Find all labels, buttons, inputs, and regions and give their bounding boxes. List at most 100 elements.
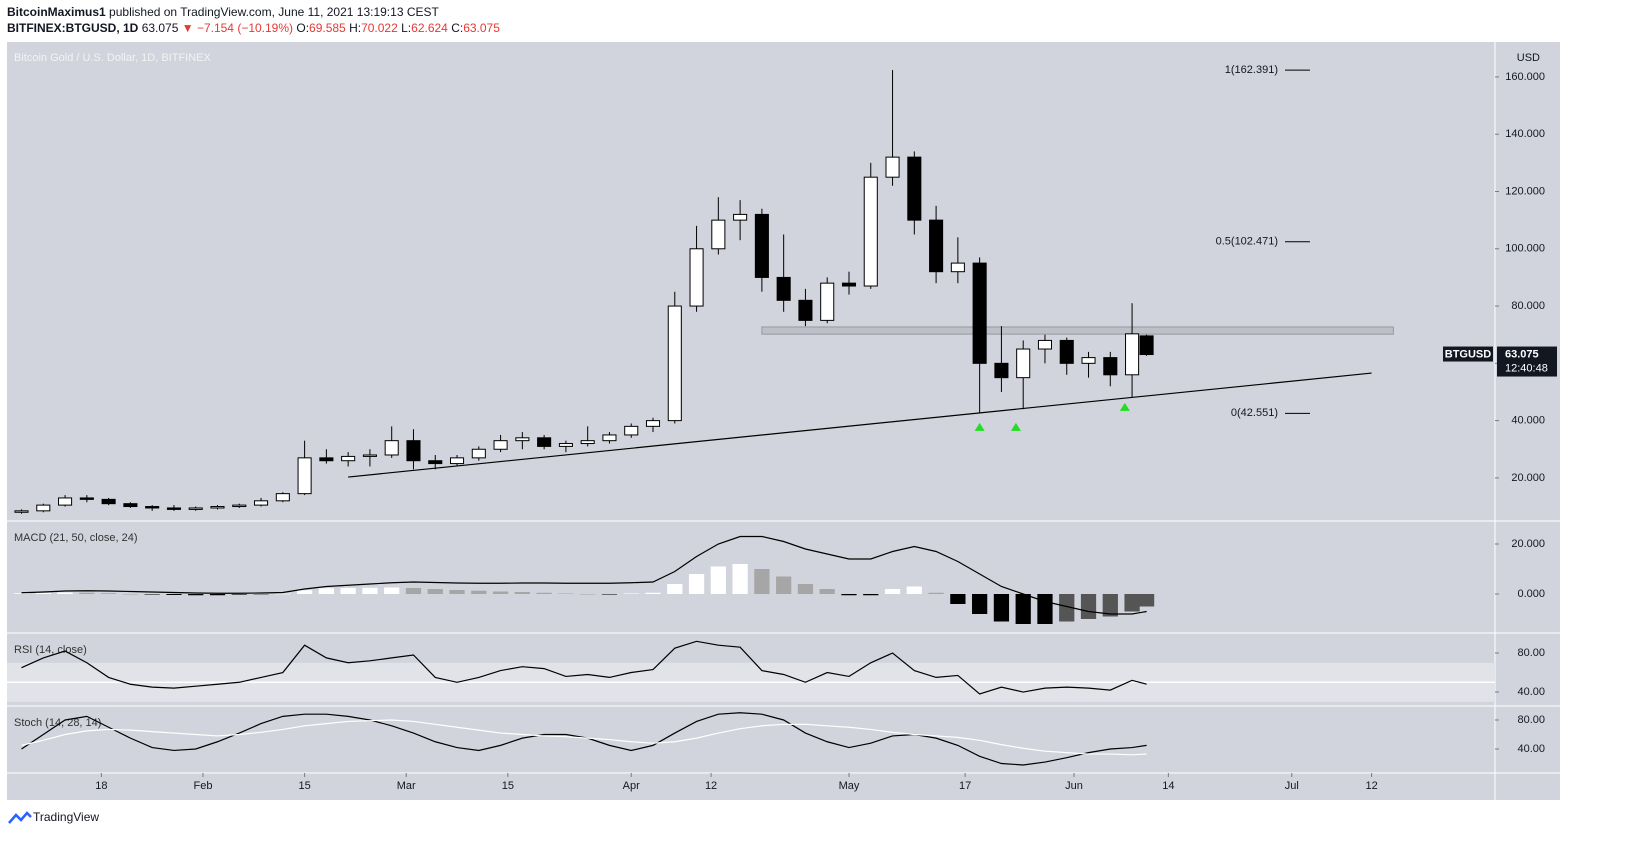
macd-histogram-bar xyxy=(580,594,596,595)
macd-histogram-bar xyxy=(972,594,988,614)
candle-body xyxy=(123,503,138,508)
y-tick-label: 120.000 xyxy=(1505,185,1545,197)
candle-body xyxy=(319,457,334,462)
candle-body xyxy=(885,156,900,178)
x-tick-label: Jun xyxy=(1065,780,1083,792)
ohlc-label: O: xyxy=(296,21,310,35)
macd-histogram-bar xyxy=(906,586,922,594)
countdown: 12:40:48 xyxy=(1505,362,1548,374)
macd-histogram-bar xyxy=(492,591,509,594)
candle-body xyxy=(58,497,73,506)
macd-histogram-bar xyxy=(928,592,944,594)
footer-brand: TradingView xyxy=(33,810,100,824)
last-price: 63.075 xyxy=(1505,348,1539,360)
candle-body xyxy=(1037,339,1053,350)
macd-histogram-bar xyxy=(188,594,204,596)
candle-body xyxy=(841,282,857,287)
macd-histogram-bar xyxy=(601,594,618,595)
macd-histogram-bar xyxy=(449,590,465,594)
macd-histogram-bar xyxy=(35,593,51,594)
y-tick-label: 0.000 xyxy=(1517,588,1545,600)
macd-histogram-bar xyxy=(13,593,30,594)
macd-histogram-bar xyxy=(144,594,160,595)
candle-body xyxy=(1125,333,1140,376)
candle-body xyxy=(754,213,769,278)
ohlc-label: C: xyxy=(451,21,464,35)
y-tick-label: 80.000 xyxy=(1511,300,1545,312)
ohlc-value: 69.585 xyxy=(309,21,346,35)
candle-body xyxy=(907,156,922,221)
fib-label: 0.5(102.471) xyxy=(1216,236,1278,248)
candle-body xyxy=(210,506,225,509)
indicator-title: Stoch (14, 28, 14) xyxy=(14,717,101,729)
macd-histogram-bar xyxy=(209,594,226,596)
candle-body xyxy=(232,504,247,508)
candle-body xyxy=(733,213,748,221)
macd-histogram-bar xyxy=(471,590,487,594)
macd-histogram-bar xyxy=(732,564,748,594)
x-tick-label: 14 xyxy=(1162,780,1174,792)
signal-arrow xyxy=(974,422,985,431)
candle-body xyxy=(449,457,465,465)
ohlc-value: 63.075 xyxy=(463,21,500,35)
macd-histogram-bar xyxy=(819,589,835,594)
trend-line xyxy=(348,372,1372,478)
candle-body xyxy=(428,460,443,465)
y-tick-label: 100.000 xyxy=(1505,243,1545,255)
candle-body xyxy=(689,248,704,307)
candle-body xyxy=(297,457,312,495)
symbol: BITFINEX:BTGUSD, 1D xyxy=(7,21,139,35)
candle-body xyxy=(994,362,1009,379)
macd-histogram-bar xyxy=(57,592,73,594)
candle-body xyxy=(275,493,290,502)
macd-histogram-bar xyxy=(514,592,530,594)
macd-histogram-bar xyxy=(667,584,683,594)
chart-title: Bitcoin Gold / U.S. Dollar, 1D, BITFINEX xyxy=(14,52,212,64)
y-tick-label: 160.000 xyxy=(1505,71,1545,83)
x-tick-label: 12 xyxy=(705,780,717,792)
ohlc-value: 62.624 xyxy=(411,21,448,35)
macd-histogram-bar xyxy=(1080,594,1097,619)
macd-histogram-bar xyxy=(1102,594,1118,617)
candle-body xyxy=(493,440,508,450)
candle-body xyxy=(406,440,421,462)
last-price-symbol-box xyxy=(1443,346,1493,362)
macd-histogram-bar xyxy=(1124,594,1140,612)
macd-histogram-bar xyxy=(231,594,247,595)
logo xyxy=(8,811,32,824)
candle-body xyxy=(166,507,181,510)
candle-body xyxy=(929,219,944,273)
macd-histogram-bar xyxy=(166,594,182,595)
macd-histogram-bar xyxy=(645,592,661,594)
macd-histogram-bar xyxy=(776,576,792,594)
macd-histogram-bar xyxy=(405,588,422,594)
y-tick-label: 40.00 xyxy=(1517,743,1545,755)
macd-histogram-bar xyxy=(710,566,726,594)
x-tick-label: Apr xyxy=(623,780,640,792)
indicator-title: RSI (14, close) xyxy=(14,644,87,656)
published: published on TradingView.com, June 11, 2… xyxy=(109,5,439,19)
x-tick-label: Mar xyxy=(397,780,416,792)
candle-body xyxy=(580,440,595,445)
y-tick-label: 20.000 xyxy=(1511,538,1545,550)
macd-histogram-bar xyxy=(950,594,966,604)
x-tick-label: Jul xyxy=(1285,780,1299,792)
signal-arrow xyxy=(1119,402,1130,411)
macd-histogram-bar xyxy=(384,587,400,594)
candle-body xyxy=(798,299,813,321)
macd-histogram-bar xyxy=(253,594,269,595)
macd-histogram-bar xyxy=(688,574,705,594)
macd-histogram-bar xyxy=(427,589,443,594)
macd-histogram-bar xyxy=(536,592,552,594)
macd-histogram-bar xyxy=(296,590,313,594)
candle-body xyxy=(515,437,530,442)
macd-histogram-bar xyxy=(1037,594,1053,624)
candle-body xyxy=(36,504,51,512)
candle-body xyxy=(820,282,835,321)
indicator-title: MACD (21, 50, close, 24) xyxy=(14,532,138,544)
x-tick-label: 17 xyxy=(959,780,971,792)
candle-body xyxy=(1103,357,1118,376)
candle-body xyxy=(341,455,356,462)
macd-histogram-bar xyxy=(863,594,879,596)
